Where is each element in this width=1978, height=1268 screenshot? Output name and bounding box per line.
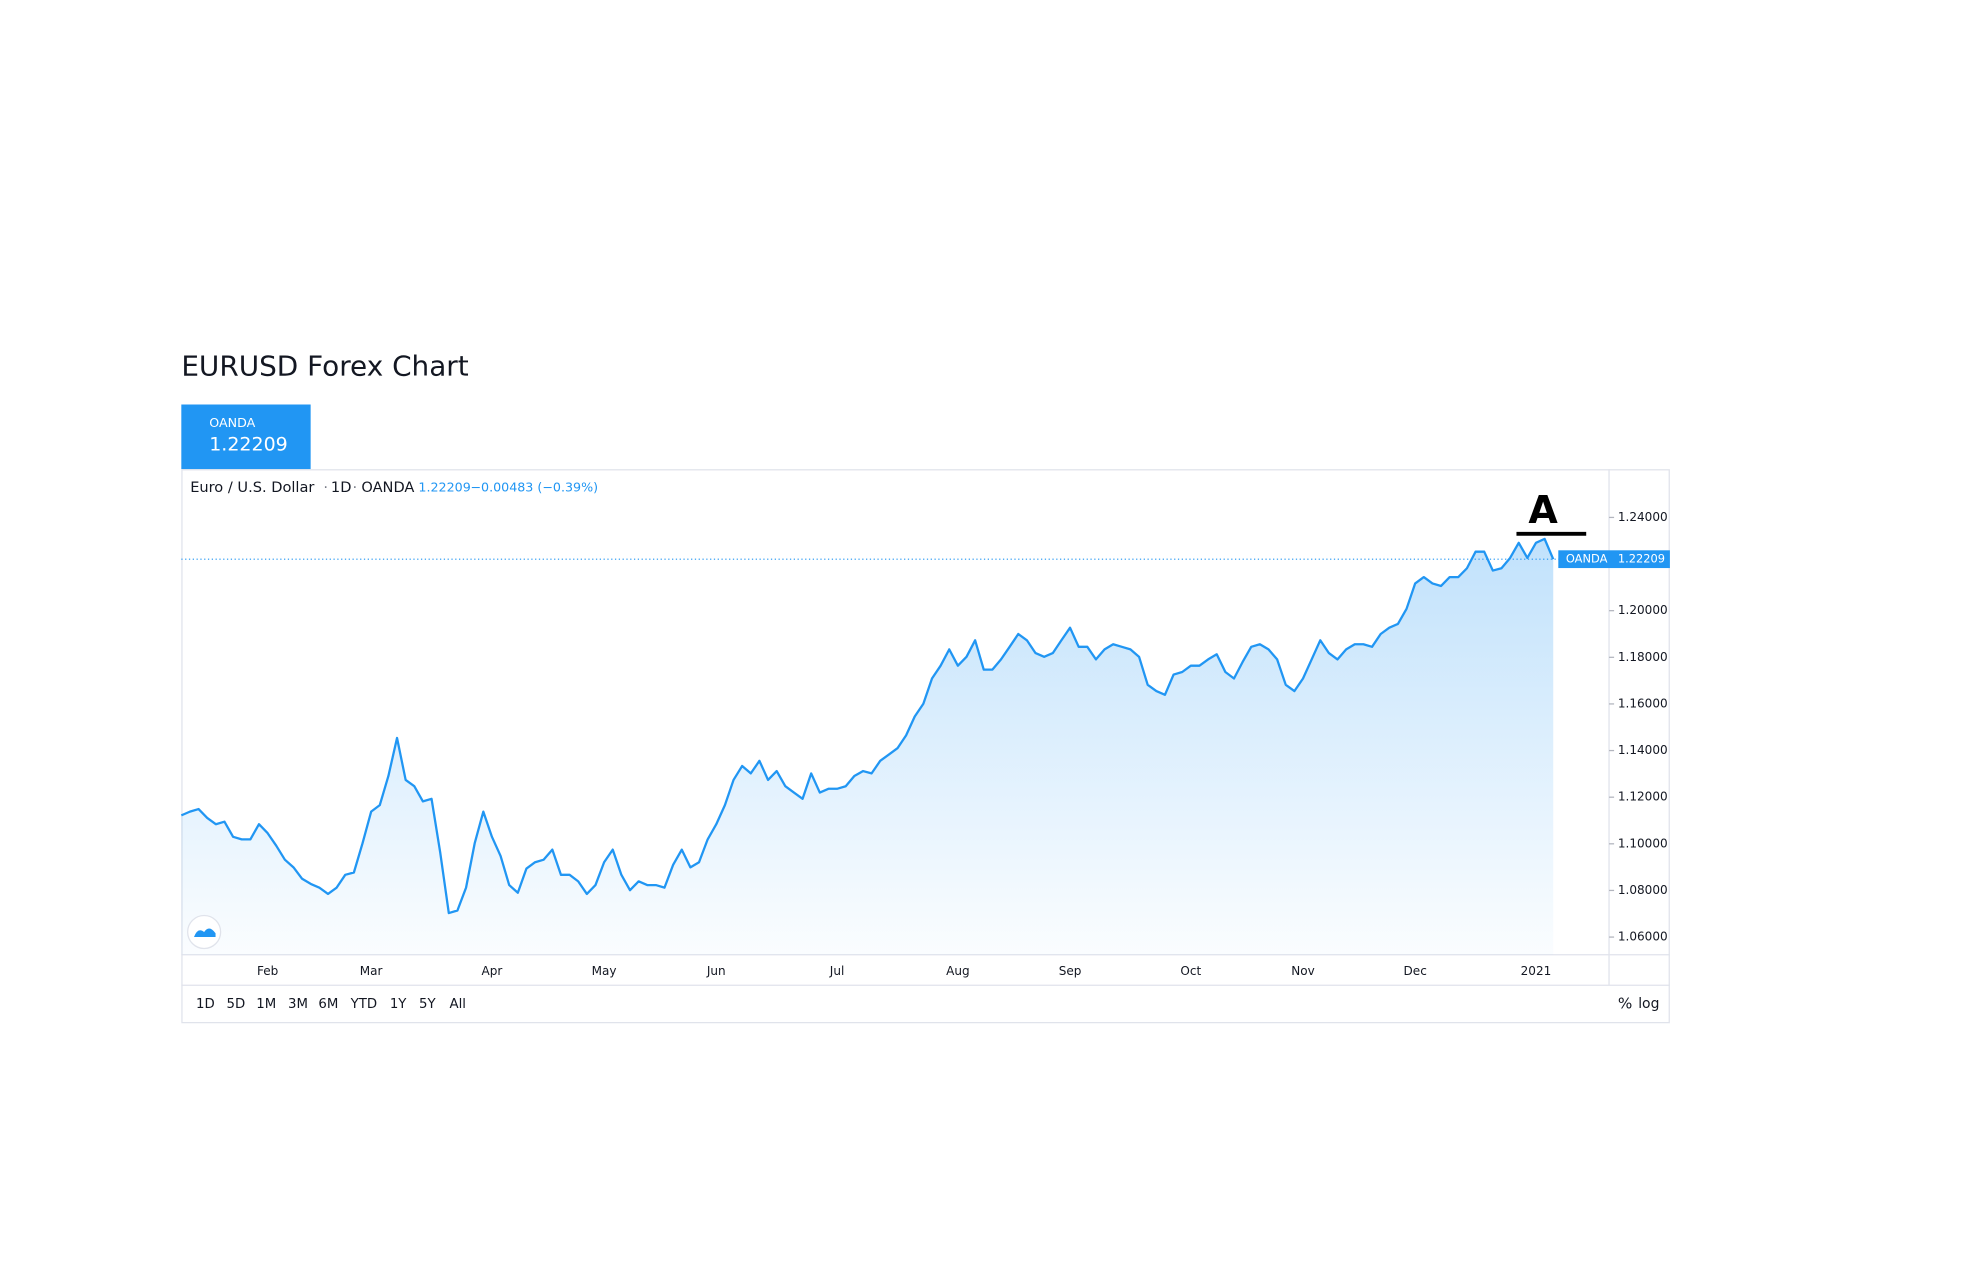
- y-tick-label: 1.16000: [1618, 696, 1668, 710]
- x-tick-label: Dec: [1404, 964, 1427, 978]
- range-button[interactable]: YTD: [350, 997, 377, 1012]
- y-tick-label: 1.10000: [1618, 836, 1668, 850]
- percent-toggle[interactable]: %: [1618, 995, 1632, 1013]
- plot: 1.06000 1.08000 1.10000 1.12000 1.14000 1.160…: [180, 510, 1670, 978]
- symbol-tab[interactable]: [181, 404, 311, 470]
- legend-dot: ·: [323, 479, 328, 496]
- tab-exchange: OANDA: [209, 415, 255, 430]
- legend-price: 1.22209: [418, 480, 470, 495]
- logo-icon: [193, 928, 216, 938]
- area: [181, 538, 1554, 955]
- x-tick-label: Oct: [1180, 964, 1201, 978]
- price-line: [180, 537, 1555, 915]
- range-button[interactable]: 1M: [256, 997, 276, 1012]
- y-tick-label: 1.18000: [1618, 650, 1668, 664]
- page-title: EURUSD Forex Chart: [181, 350, 468, 383]
- annotation-label: A: [1528, 488, 1558, 532]
- price-badge: [1558, 550, 1670, 569]
- range-button[interactable]: 3M: [288, 997, 308, 1012]
- log-toggle[interactable]: log: [1638, 996, 1659, 1012]
- chart-frame: [181, 469, 1670, 1024]
- range-button[interactable]: 6M: [318, 997, 338, 1012]
- legend-change: −0.00483 (−0.39%): [470, 480, 598, 495]
- x-tick-label: Aug: [946, 964, 970, 978]
- range-button[interactable]: 5D: [226, 997, 245, 1012]
- y-tick-label: 1.06000: [1618, 930, 1668, 944]
- range-button[interactable]: 5Y: [419, 997, 436, 1012]
- x-tick-label: Apr: [482, 964, 503, 978]
- range-button[interactable]: All: [449, 997, 466, 1012]
- x-tick-label: Jun: [706, 964, 726, 978]
- range-button[interactable]: 1D: [196, 997, 215, 1012]
- legend-dot: ·: [352, 479, 357, 496]
- legend-interval: 1D: [331, 479, 352, 496]
- legend-symbol: Euro / U.S. Dollar: [190, 479, 314, 496]
- price-badge-exchange: OANDA: [1566, 552, 1608, 566]
- x-tick-label: Nov: [1291, 964, 1314, 978]
- x-tick-label: Jul: [829, 964, 845, 978]
- y-tick-label: 1.08000: [1618, 883, 1668, 897]
- x-tick-label: Sep: [1059, 964, 1082, 978]
- x-tick-label: Mar: [360, 964, 383, 978]
- y-tick-label: 1.12000: [1618, 790, 1668, 804]
- x-tick-label: May: [592, 964, 617, 978]
- y-tick-label: 1.20000: [1618, 603, 1668, 617]
- y-tick-label: 1.24000: [1618, 510, 1668, 524]
- tab-price: 1.22209: [209, 434, 288, 456]
- y-tick-label: 1.14000: [1618, 743, 1668, 757]
- x-tick-label: Feb: [257, 964, 278, 978]
- price-badge-value: 1.22209: [1618, 552, 1665, 566]
- x-tick-label: 2021: [1521, 964, 1552, 978]
- legend-exchange: OANDA: [361, 479, 414, 496]
- range-button[interactable]: 1Y: [390, 997, 407, 1012]
